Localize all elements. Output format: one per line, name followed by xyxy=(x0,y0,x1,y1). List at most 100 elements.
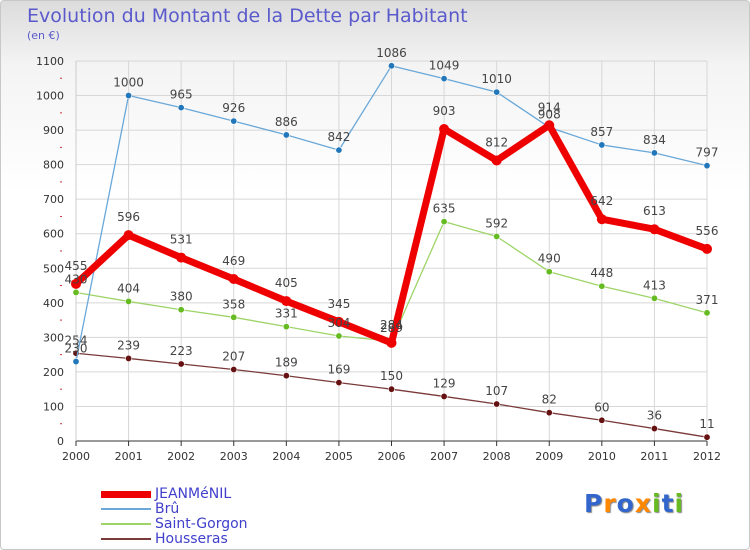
data-point xyxy=(440,392,448,400)
logo-letter: P xyxy=(584,489,604,518)
data-point xyxy=(282,372,290,380)
data-point xyxy=(491,155,502,166)
data-point xyxy=(387,385,395,393)
data-point xyxy=(387,62,395,70)
data-point xyxy=(493,88,501,96)
data-label: 490 xyxy=(538,252,561,266)
data-label: 304 xyxy=(327,316,350,330)
legend-label: JEANMéNIL xyxy=(155,486,232,502)
chart-title: Evolution du Montant de la Dette par Hab… xyxy=(27,5,468,27)
data-label: 189 xyxy=(275,356,298,370)
data-label: 289 xyxy=(380,321,403,335)
data-label: 642 xyxy=(590,194,613,208)
data-label: 1086 xyxy=(376,46,407,60)
data-point xyxy=(176,252,187,263)
data-label: 413 xyxy=(643,278,666,292)
data-label: 254 xyxy=(65,333,88,347)
data-point xyxy=(177,306,185,314)
data-label: 150 xyxy=(380,369,403,383)
data-point xyxy=(228,273,239,284)
logo-letter: r xyxy=(603,489,617,518)
data-label: 404 xyxy=(117,281,140,295)
data-point xyxy=(598,141,606,149)
y-tick-label: 200 xyxy=(43,366,64,379)
x-tick-label: 2004 xyxy=(272,450,300,463)
data-label: 469 xyxy=(222,254,245,268)
data-point xyxy=(703,433,711,441)
x-tick-label: 2012 xyxy=(693,450,721,463)
legend-swatch xyxy=(101,538,151,540)
y-tick-label: 800 xyxy=(43,159,64,172)
data-label: 531 xyxy=(170,233,193,247)
legend-label: Saint-Gorgon xyxy=(155,516,248,532)
legend-item-saint-gorgon: Saint-Gorgon xyxy=(101,516,248,532)
y-tick-label: 1000 xyxy=(36,90,64,103)
x-tick-label: 2003 xyxy=(220,450,248,463)
data-label: 36 xyxy=(647,409,662,423)
data-label: 965 xyxy=(170,88,193,102)
data-point xyxy=(649,224,660,235)
data-label: 455 xyxy=(65,259,88,273)
x-tick-label: 2007 xyxy=(430,450,458,463)
data-label: 886 xyxy=(275,115,298,129)
data-label: 284 xyxy=(380,318,403,332)
unit-label: (en €) xyxy=(27,29,60,42)
logo-letter: x xyxy=(634,489,652,518)
data-point xyxy=(72,358,80,366)
data-point xyxy=(125,92,133,100)
data-label: 1049 xyxy=(429,59,460,73)
y-tick-label: 1100 xyxy=(36,55,64,68)
data-point xyxy=(544,120,555,131)
data-label: 405 xyxy=(275,276,298,290)
data-point xyxy=(703,309,711,317)
data-label: 448 xyxy=(590,266,613,280)
data-label: 592 xyxy=(485,216,508,230)
data-label: 129 xyxy=(433,376,456,390)
y-tick-label: 700 xyxy=(43,193,64,206)
legend-item-bru: Brû xyxy=(101,501,179,517)
data-label: 797 xyxy=(696,146,719,160)
y-tick-label: 100 xyxy=(43,400,64,413)
data-label: 430 xyxy=(65,272,88,286)
data-point xyxy=(702,243,712,254)
data-point xyxy=(598,416,606,424)
data-label: 908 xyxy=(538,107,561,121)
data-point xyxy=(439,124,450,135)
logo-letter: o xyxy=(616,489,635,518)
data-label: 345 xyxy=(327,297,350,311)
data-label: 842 xyxy=(327,130,350,144)
y-tick-label: 0 xyxy=(57,435,64,448)
data-point xyxy=(386,337,397,348)
data-point xyxy=(703,162,711,170)
data-label: 371 xyxy=(696,293,719,307)
data-point xyxy=(545,409,553,417)
data-point xyxy=(282,323,290,331)
data-point xyxy=(493,232,501,240)
x-tick-label: 2009 xyxy=(535,450,563,463)
data-label: 857 xyxy=(590,125,613,139)
data-point xyxy=(230,313,238,321)
data-point xyxy=(177,360,185,368)
data-label: 239 xyxy=(117,338,140,352)
data-point xyxy=(71,278,81,289)
data-label: 11 xyxy=(699,417,714,431)
x-tick-label: 2011 xyxy=(640,450,668,463)
legend-swatch xyxy=(101,490,151,498)
data-point xyxy=(230,117,238,125)
data-point xyxy=(333,316,344,327)
x-tick-label: 2002 xyxy=(167,450,195,463)
data-label: 903 xyxy=(433,104,456,118)
data-point xyxy=(596,214,607,225)
data-label: 812 xyxy=(485,135,508,149)
y-tick-label: 300 xyxy=(43,331,64,344)
data-point xyxy=(440,75,448,83)
data-label: 596 xyxy=(117,210,140,224)
data-label: 914 xyxy=(538,100,561,114)
data-label: 82 xyxy=(542,393,557,407)
y-tick-label: 500 xyxy=(43,262,64,275)
data-point xyxy=(177,104,185,112)
data-point xyxy=(282,131,290,139)
legend-swatch xyxy=(101,508,151,510)
